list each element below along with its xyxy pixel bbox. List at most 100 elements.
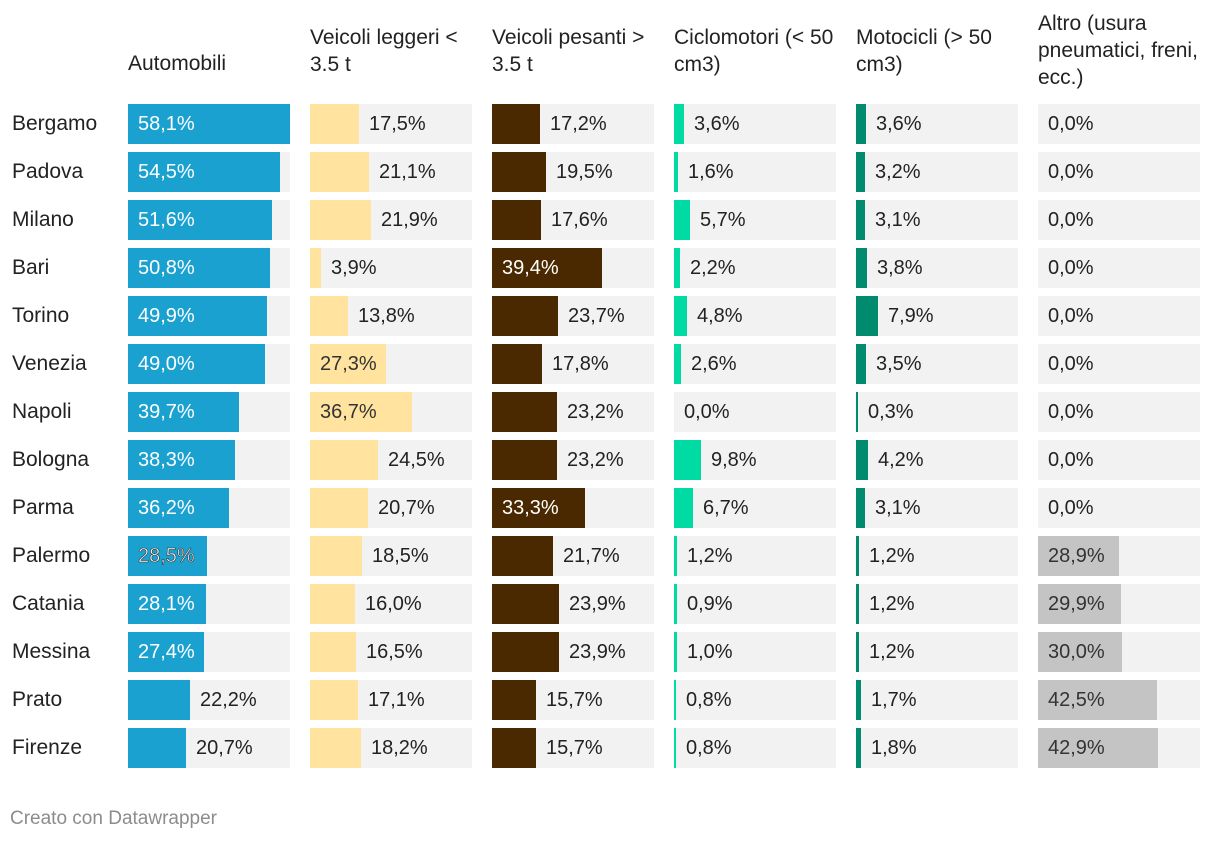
value-label-motocicli: 1,2% bbox=[869, 545, 915, 567]
cell-auto: 39,7% bbox=[128, 392, 290, 432]
bar-motocicli bbox=[856, 152, 865, 192]
cell-altro: 0,0% bbox=[1038, 200, 1200, 240]
bar-ciclomotori bbox=[674, 680, 676, 720]
value-label-pesanti: 15,7% bbox=[546, 689, 603, 711]
cell-motocicli: 1,8% bbox=[856, 728, 1018, 768]
value-label-pesanti: 19,5% bbox=[556, 161, 613, 183]
value-label-pesanti: 17,8% bbox=[552, 353, 609, 375]
bar-leggeri bbox=[310, 152, 369, 192]
cell-ciclomotori: 0,0% bbox=[674, 392, 836, 432]
value-label-motocicli: 4,2% bbox=[878, 449, 924, 471]
value-label-altro: 42,9% bbox=[1048, 737, 1105, 759]
value-label-auto: 36,2% bbox=[138, 497, 195, 519]
cell-pesanti: 23,9% bbox=[492, 584, 654, 624]
value-label-leggeri: 21,1% bbox=[379, 161, 436, 183]
cell-leggeri: 27,3% bbox=[310, 344, 472, 384]
cell-altro: 28,9% bbox=[1038, 536, 1200, 576]
bar-pesanti bbox=[492, 488, 585, 528]
value-label-leggeri: 18,5% bbox=[372, 545, 429, 567]
cell-altro: 42,5% bbox=[1038, 680, 1200, 720]
cell-leggeri: 17,5% bbox=[310, 104, 472, 144]
bar-motocicli bbox=[856, 632, 859, 672]
bar-auto bbox=[128, 632, 204, 672]
cell-ciclomotori: 6,7% bbox=[674, 488, 836, 528]
bar-motocicli bbox=[856, 440, 868, 480]
value-label-altro: 42,5% bbox=[1048, 689, 1105, 711]
bar-pesanti bbox=[492, 584, 559, 624]
value-label-leggeri: 27,3% bbox=[320, 353, 377, 375]
bar-motocicli bbox=[856, 536, 859, 576]
cell-leggeri: 18,5% bbox=[310, 536, 472, 576]
cell-ciclomotori: 0,8% bbox=[674, 728, 836, 768]
value-label-pesanti: 33,3% bbox=[502, 497, 559, 519]
cell-auto: 49,9% bbox=[128, 296, 290, 336]
column-header-leggeri: Veicoli leggeri < 3.5 t bbox=[310, 25, 458, 76]
cell-ciclomotori: 0,9% bbox=[674, 584, 836, 624]
cell-leggeri: 18,2% bbox=[310, 728, 472, 768]
value-label-auto: 20,7% bbox=[196, 737, 253, 759]
value-label-pesanti: 23,2% bbox=[567, 449, 624, 471]
column-header-pesanti: Veicoli pesanti > 3.5 t bbox=[492, 25, 645, 76]
cell-motocicli: 1,2% bbox=[856, 584, 1018, 624]
cell-altro: 0,0% bbox=[1038, 392, 1200, 432]
bar-ciclomotori bbox=[674, 344, 681, 384]
cell-motocicli: 1,2% bbox=[856, 536, 1018, 576]
cell-ciclomotori: 1,6% bbox=[674, 152, 836, 192]
cell-motocicli: 3,5% bbox=[856, 344, 1018, 384]
row-label-messina: Messina bbox=[12, 640, 91, 663]
value-label-pesanti: 21,7% bbox=[563, 545, 620, 567]
value-label-motocicli: 0,3% bbox=[868, 401, 914, 423]
cell-pesanti: 19,5% bbox=[492, 152, 654, 192]
value-label-auto: 28,5% bbox=[138, 545, 195, 568]
cell-ciclomotori: 2,2% bbox=[674, 248, 836, 288]
row-label-bari: Bari bbox=[12, 256, 50, 279]
value-label-motocicli: 3,5% bbox=[876, 353, 922, 375]
value-label-altro: 0,0% bbox=[1048, 161, 1094, 183]
cell-pesanti: 23,7% bbox=[492, 296, 654, 336]
value-label-auto: 38,3% bbox=[138, 449, 195, 471]
value-label-leggeri: 17,5% bbox=[369, 113, 426, 135]
cell-auto: 54,5% bbox=[128, 152, 290, 192]
cell-motocicli: 3,1% bbox=[856, 200, 1018, 240]
bar-altro bbox=[1038, 728, 1158, 768]
bar-motocicli bbox=[856, 104, 866, 144]
cell-auto: 49,0% bbox=[128, 344, 290, 384]
bar-leggeri bbox=[310, 584, 355, 624]
column-header-altro: Altro (usura pneumatici, freni, ecc.) bbox=[1038, 12, 1198, 89]
bar-auto bbox=[128, 392, 239, 432]
cell-altro: 0,0% bbox=[1038, 296, 1200, 336]
row-label-catania: Catania bbox=[12, 592, 85, 615]
cell-pesanti: 23,9% bbox=[492, 632, 654, 672]
value-label-auto: 39,7% bbox=[138, 401, 195, 423]
cell-motocicli: 3,6% bbox=[856, 104, 1018, 144]
value-label-leggeri: 13,8% bbox=[358, 305, 415, 327]
bar-ciclomotori bbox=[674, 152, 678, 192]
cell-motocicli: 4,2% bbox=[856, 440, 1018, 480]
cell-altro: 0,0% bbox=[1038, 152, 1200, 192]
value-label-pesanti: 23,7% bbox=[568, 305, 625, 327]
bar-auto bbox=[128, 248, 270, 288]
bar-leggeri bbox=[310, 440, 378, 480]
column-header-ciclomotori: Ciclomotori (< 50 cm3) bbox=[674, 25, 834, 76]
bar-auto bbox=[128, 728, 186, 768]
column-header-auto: Automobili bbox=[128, 52, 227, 75]
cell-pesanti: 17,6% bbox=[492, 200, 654, 240]
bar-pesanti bbox=[492, 248, 602, 288]
value-label-pesanti: 39,4% bbox=[502, 257, 559, 279]
value-label-pesanti: 23,2% bbox=[567, 401, 624, 423]
value-label-leggeri: 17,1% bbox=[368, 689, 425, 711]
bar-pesanti bbox=[492, 728, 536, 768]
value-label-pesanti: 17,6% bbox=[551, 209, 608, 231]
bar-leggeri bbox=[310, 104, 359, 144]
bar-auto bbox=[128, 536, 207, 576]
value-label-motocicli: 3,1% bbox=[875, 209, 921, 231]
value-label-altro: 0,0% bbox=[1048, 449, 1094, 471]
bar-leggeri bbox=[310, 248, 321, 288]
value-label-ciclomotori: 4,8% bbox=[697, 305, 743, 327]
value-label-leggeri: 24,5% bbox=[388, 449, 445, 471]
value-label-altro: 0,0% bbox=[1048, 401, 1094, 423]
cell-leggeri: 36,7% bbox=[310, 392, 472, 432]
cell-leggeri: 16,5% bbox=[310, 632, 472, 672]
bar-ciclomotori bbox=[674, 728, 676, 768]
value-label-ciclomotori: 5,7% bbox=[700, 209, 746, 231]
